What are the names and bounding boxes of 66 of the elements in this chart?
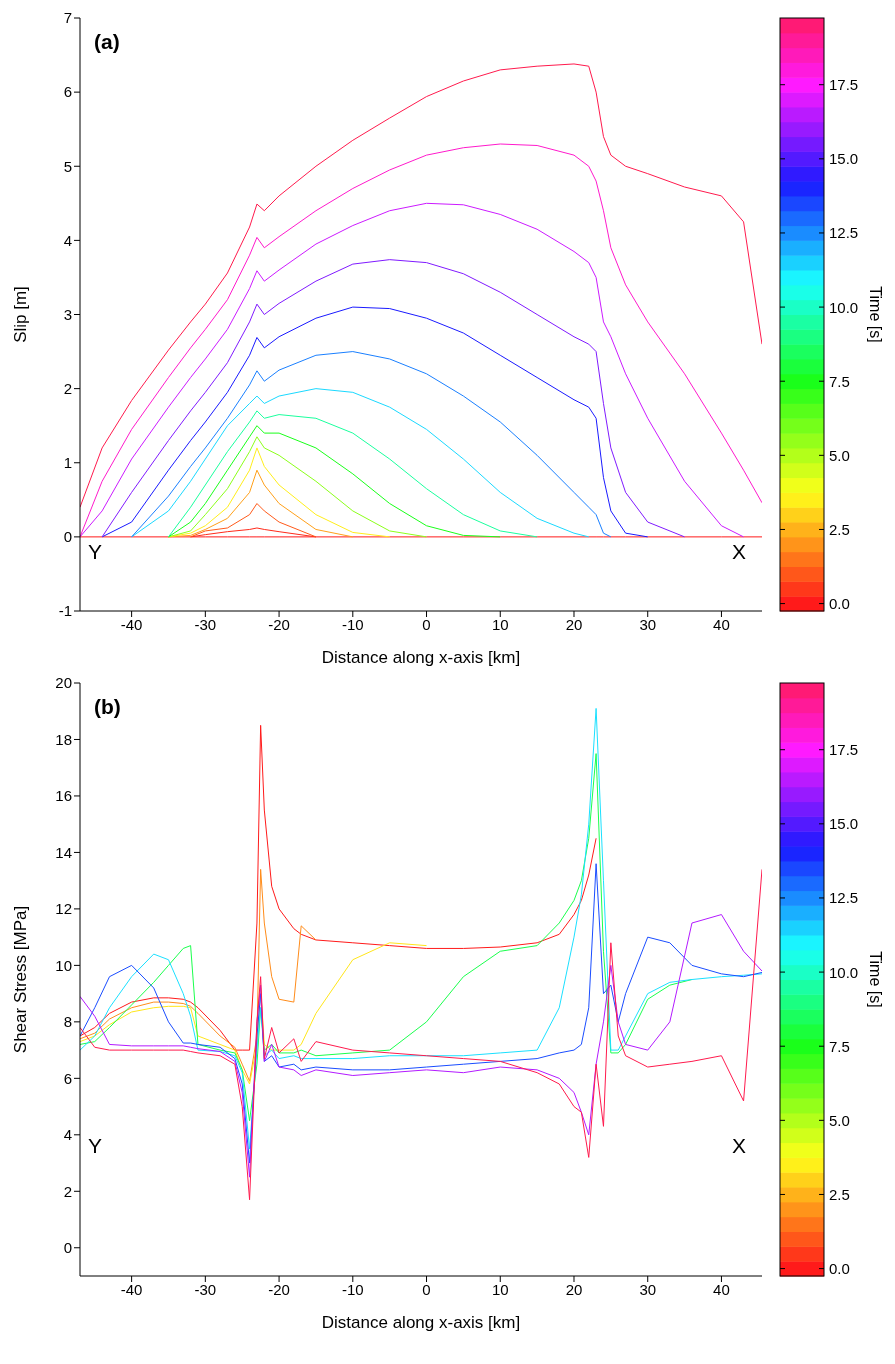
color-bar-label: 10.0 bbox=[829, 298, 859, 316]
color-bar-label: 10.0 bbox=[829, 963, 859, 981]
y-tick-label: 18 bbox=[55, 730, 72, 748]
y-tick-label: 7 bbox=[63, 9, 72, 27]
x-axis-title: Distance along x-axis [km] bbox=[321, 1313, 521, 1332]
y-tick-label: 4 bbox=[63, 231, 72, 249]
y-tick-label: 0 bbox=[63, 528, 72, 546]
y-tick-label: 0 bbox=[63, 1239, 72, 1257]
color-bar-label: 15.0 bbox=[829, 150, 859, 168]
x-tick-label: 0 bbox=[422, 615, 431, 633]
text: (a) bbox=[94, 30, 120, 54]
x-tick-label: -10 bbox=[341, 615, 364, 633]
x-tick-label: 10 bbox=[491, 615, 509, 633]
x-tick-label: 30 bbox=[639, 615, 657, 633]
x-tick-label: 40 bbox=[713, 615, 730, 633]
color-bar-label: 12.5 bbox=[829, 889, 859, 907]
y-tick-label: 4 bbox=[63, 1126, 72, 1144]
y-tick-label: 2 bbox=[63, 1182, 72, 1200]
y-tick-label: 3 bbox=[63, 305, 72, 323]
y-tick-label: 8 bbox=[63, 1013, 72, 1031]
x-axis-title: Distance along x-axis [km] bbox=[321, 648, 521, 667]
x-tick-label: 0 bbox=[422, 1280, 431, 1298]
color-bar-label: 2.5 bbox=[829, 1185, 850, 1203]
color-bar-label: 5.0 bbox=[829, 446, 850, 464]
annotation: Y bbox=[88, 1133, 103, 1158]
color-bar-title: Time [s] bbox=[867, 951, 884, 1008]
text: (b) bbox=[94, 695, 121, 719]
color-bar-label: 12.5 bbox=[829, 224, 859, 242]
color-bar-label: 2.5 bbox=[829, 520, 850, 538]
y-tick-label: 12 bbox=[55, 900, 72, 918]
color-bar-label: 7.5 bbox=[829, 372, 850, 390]
y-tick-label: 16 bbox=[55, 787, 72, 805]
color-bar-label: 0.0 bbox=[829, 595, 850, 613]
y-tick-label: 14 bbox=[55, 843, 72, 861]
y-axis-title: Shear Stress [MPa] bbox=[11, 905, 31, 1054]
x-tick-label: -30 bbox=[194, 615, 217, 633]
x-tick-label: -20 bbox=[268, 615, 290, 633]
y-axis-title: Slip [m] bbox=[11, 286, 31, 343]
x-tick-label: 10 bbox=[491, 1280, 509, 1298]
color-bar-title: Time [s] bbox=[867, 286, 884, 343]
y-tick-label: 20 bbox=[55, 674, 72, 692]
x-tick-label: -40 bbox=[120, 615, 143, 633]
y-tick-label: 1 bbox=[63, 454, 72, 472]
y-tick-label: 5 bbox=[63, 157, 72, 175]
y-tick-label: 6 bbox=[63, 1069, 72, 1087]
color-bar-label: 0.0 bbox=[829, 1260, 850, 1278]
y-tick-label: 6 bbox=[63, 83, 72, 101]
color-bar-label: 5.0 bbox=[829, 1111, 850, 1129]
y-tick-label: 2 bbox=[63, 379, 72, 397]
x-tick-label: -40 bbox=[120, 1280, 143, 1298]
y-tick-label: -1 bbox=[58, 602, 72, 620]
x-tick-label: -10 bbox=[341, 1280, 364, 1298]
color-bar-label: 17.5 bbox=[829, 76, 859, 94]
color-bar-label: 17.5 bbox=[829, 741, 859, 759]
x-tick-label: 40 bbox=[713, 1280, 730, 1298]
annotation: X bbox=[732, 1133, 747, 1158]
x-tick-label: 20 bbox=[565, 615, 583, 633]
color-bar-label: 15.0 bbox=[829, 815, 859, 833]
y-tick-label: 10 bbox=[55, 956, 72, 974]
color-bar-label: 7.5 bbox=[829, 1037, 850, 1055]
annotation: Y bbox=[88, 539, 103, 564]
x-tick-label: 20 bbox=[565, 1280, 583, 1298]
x-tick-label: -20 bbox=[268, 1280, 290, 1298]
x-tick-label: -30 bbox=[194, 1280, 217, 1298]
annotation: X bbox=[732, 539, 747, 564]
x-tick-label: 30 bbox=[639, 1280, 657, 1298]
